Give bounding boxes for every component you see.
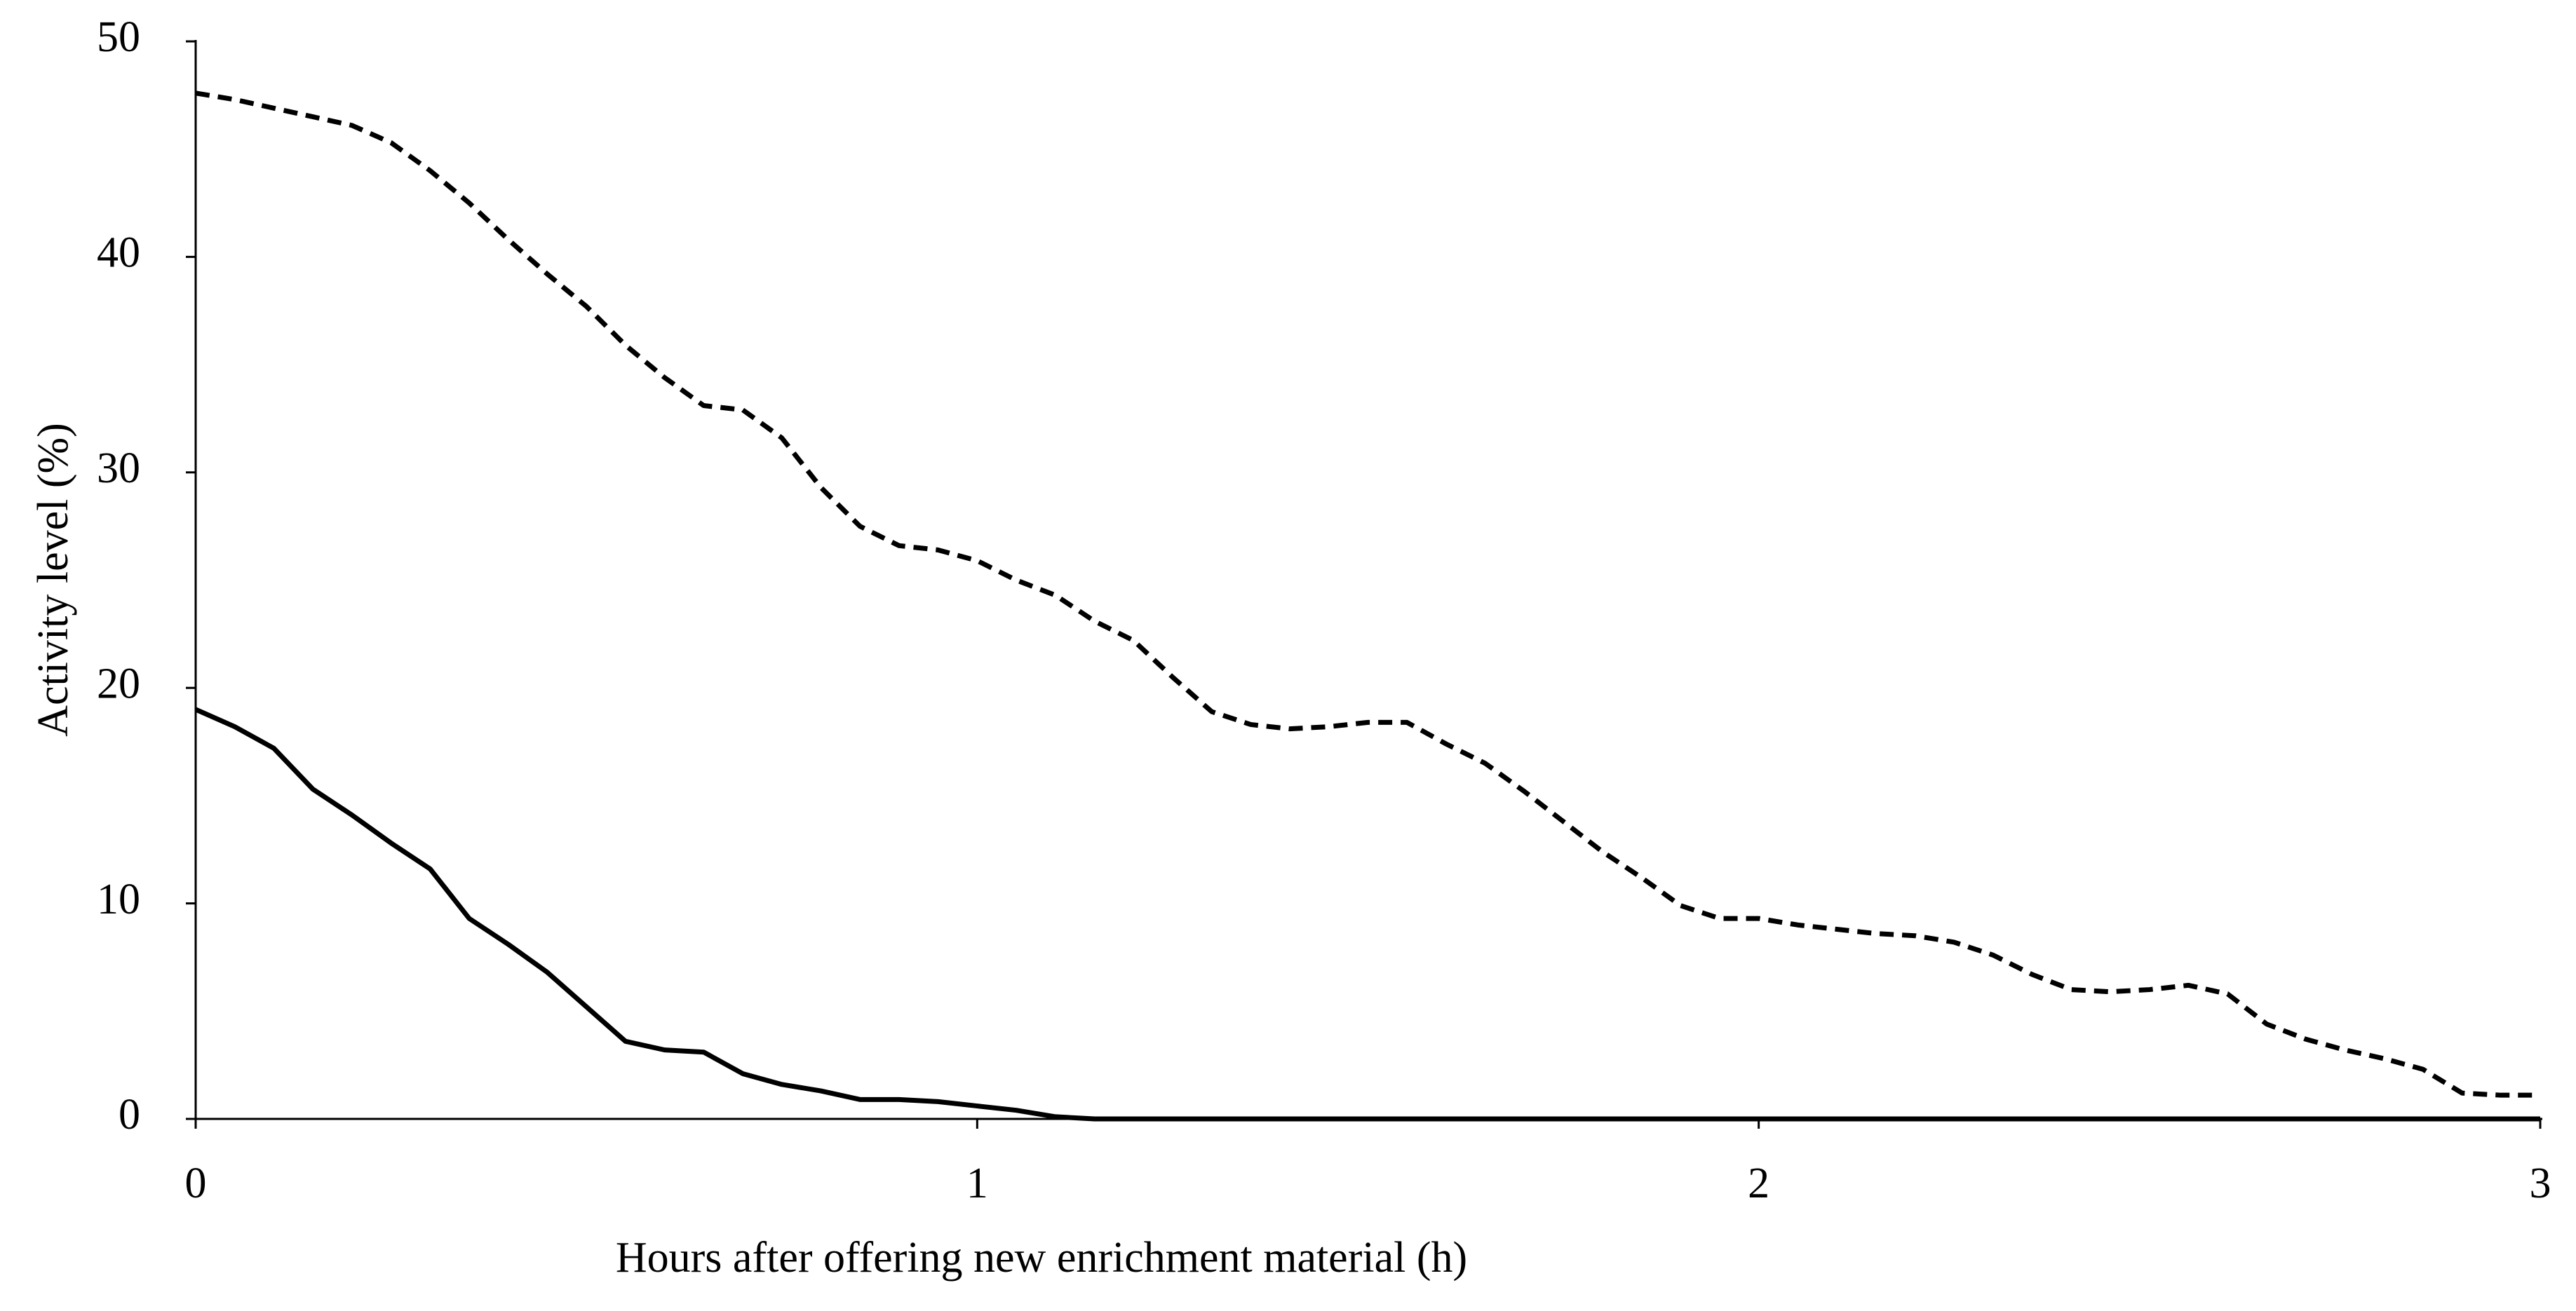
y-tick-label: 0: [119, 1091, 140, 1139]
y-tick-label: 10: [97, 876, 140, 923]
y-axis-title: Activity level (%): [29, 423, 77, 737]
y-tick-label: 50: [97, 13, 140, 61]
x-axis-title: Hours after offering new enrichment mate…: [616, 1234, 1467, 1282]
y-tick-label: 20: [97, 660, 140, 707]
data-line: [195, 90, 2540, 1098]
y-tick-label: 30: [97, 444, 140, 492]
x-tick-label: 1: [966, 1160, 988, 1207]
y-tick-label: 40: [97, 229, 140, 277]
x-tick-label: 3: [2530, 1160, 2551, 1207]
x-tick-label: 2: [1748, 1160, 1769, 1207]
x-tick-label: 0: [185, 1160, 207, 1207]
data-line: [194, 707, 2540, 1122]
